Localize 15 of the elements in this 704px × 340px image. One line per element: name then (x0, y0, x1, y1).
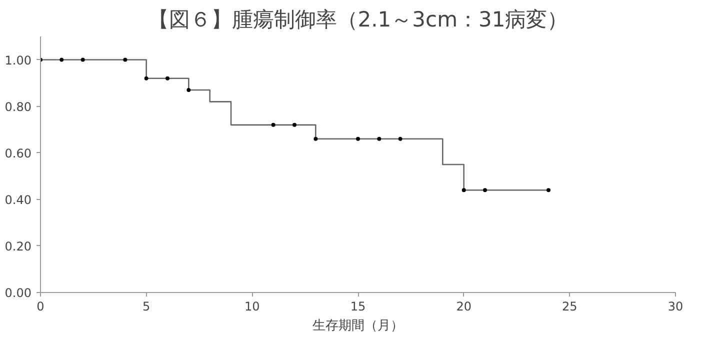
y-tick-label: 0.60 (4, 146, 32, 160)
x-tick-label: 25 (562, 300, 578, 314)
x-axis-title: 生存期間（月） (312, 318, 404, 334)
y-tick-label: 1.00 (4, 53, 32, 68)
x-tick-label: 5 (142, 300, 150, 314)
chart-title: 【図６】腫瘍制御率（2.1～3cm：31病変） (148, 8, 568, 32)
x-tick-label: 10 (244, 300, 260, 314)
y-tick-label: 0.00 (4, 286, 32, 300)
x-tick-label: 15 (350, 300, 366, 314)
x-tick-label: 20 (456, 300, 472, 314)
x-tick-label: 30 (668, 300, 684, 314)
y-tick-label: 0.80 (4, 100, 32, 114)
y-tick-label: 0.20 (4, 239, 32, 254)
x-tick-label: 0 (36, 300, 44, 314)
y-tick-label: 0.40 (4, 192, 32, 207)
